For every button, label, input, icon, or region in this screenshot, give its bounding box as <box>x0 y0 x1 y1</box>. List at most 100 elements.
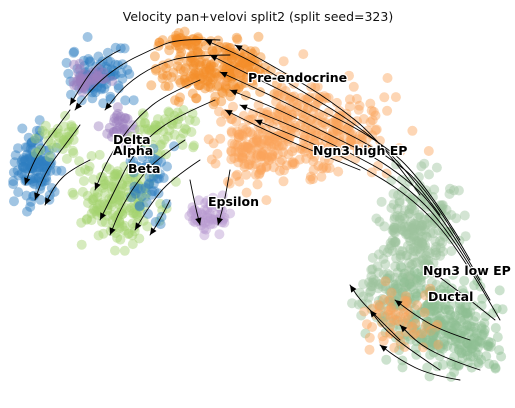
cell-point <box>418 260 429 271</box>
cell-point <box>406 201 417 212</box>
cell-point <box>206 68 217 79</box>
cell-point <box>410 246 421 257</box>
cell-point <box>188 63 199 74</box>
cell-point <box>92 68 103 79</box>
cell-point <box>105 71 115 82</box>
cell-point <box>144 125 155 136</box>
cell-point <box>432 319 443 330</box>
cell-point <box>178 66 189 77</box>
cell-point <box>429 184 440 195</box>
cell-point <box>45 165 56 176</box>
cell-point <box>388 322 398 333</box>
cell-point <box>101 72 112 83</box>
cell-point <box>52 123 63 134</box>
cell-point <box>182 56 193 67</box>
cell-point <box>220 83 231 94</box>
cell-point <box>392 283 403 294</box>
cell-point <box>93 51 104 62</box>
cell-point <box>417 193 427 204</box>
cell-point <box>437 200 448 211</box>
cell-point <box>401 250 412 261</box>
cell-point <box>113 191 124 202</box>
cell-point <box>187 50 198 61</box>
cell-point <box>268 146 279 157</box>
cell-point <box>382 73 393 83</box>
cell-point <box>94 199 105 210</box>
cell-point <box>389 315 400 326</box>
cell-point <box>446 359 457 370</box>
cell-point <box>69 80 80 91</box>
cell-point <box>178 128 189 139</box>
cell-point <box>390 92 401 103</box>
cell-point <box>386 287 397 298</box>
cell-point <box>158 60 169 71</box>
cell-point <box>247 80 258 90</box>
streamline-arrowhead <box>205 39 213 46</box>
cell-point <box>416 324 427 335</box>
cell-point <box>199 74 210 85</box>
cell-point <box>195 80 206 91</box>
cell-point <box>142 124 153 134</box>
streamline-arrowhead <box>210 55 218 61</box>
cell-point <box>305 131 316 142</box>
cell-point <box>122 65 133 75</box>
cell-point <box>412 212 423 223</box>
cell-point <box>468 300 479 311</box>
streamline-layer <box>24 39 501 381</box>
cell-point <box>439 339 450 350</box>
cell-point <box>479 318 490 329</box>
cell-point <box>427 300 438 311</box>
cell-point <box>341 112 352 122</box>
cell-point <box>183 40 193 50</box>
cell-point <box>172 107 183 118</box>
cell-point <box>429 218 440 229</box>
cell-point <box>88 84 99 94</box>
cell-point <box>256 139 267 149</box>
cell-point <box>237 151 248 161</box>
cell-point <box>326 118 337 129</box>
cell-point <box>308 165 319 176</box>
streamline-arrowhead <box>370 310 377 318</box>
cell-point <box>413 224 424 235</box>
cell-point <box>83 198 93 208</box>
cell-point <box>272 86 283 97</box>
cell-point <box>370 125 381 136</box>
cell-point <box>417 337 428 347</box>
streamline-arrowhead <box>45 197 51 205</box>
cell-point <box>79 61 90 71</box>
cell-point <box>281 160 292 171</box>
cell-point <box>378 335 389 346</box>
cell-point <box>425 341 436 352</box>
cell-point <box>490 323 501 333</box>
cell-point <box>404 208 415 219</box>
cell-point <box>227 114 238 125</box>
cell-point <box>155 120 166 131</box>
cell-point <box>395 146 406 157</box>
cell-point <box>315 91 326 102</box>
cell-point <box>111 110 122 121</box>
cell-point <box>123 228 134 239</box>
cell-point <box>29 135 40 146</box>
cell-point <box>102 128 113 139</box>
cell-point <box>374 300 385 311</box>
cell-point <box>108 210 119 220</box>
cell-point <box>232 169 243 180</box>
cell-point <box>461 308 472 319</box>
cell-point <box>483 341 494 352</box>
cell-point <box>80 164 91 175</box>
cell-point <box>339 132 349 142</box>
cell-point <box>84 72 95 83</box>
cell-point <box>416 334 427 345</box>
cell-point <box>42 163 52 174</box>
cell-point <box>227 138 238 149</box>
cell-point <box>34 155 45 166</box>
cell-point <box>438 343 448 354</box>
cell-point <box>358 114 369 124</box>
cell-point <box>418 342 429 353</box>
cell-point <box>483 336 494 347</box>
streamline-arrowhead <box>350 285 357 293</box>
cell-point <box>366 264 377 275</box>
cell-point <box>353 104 364 115</box>
cell-point <box>148 160 159 171</box>
cell-point <box>421 250 432 261</box>
